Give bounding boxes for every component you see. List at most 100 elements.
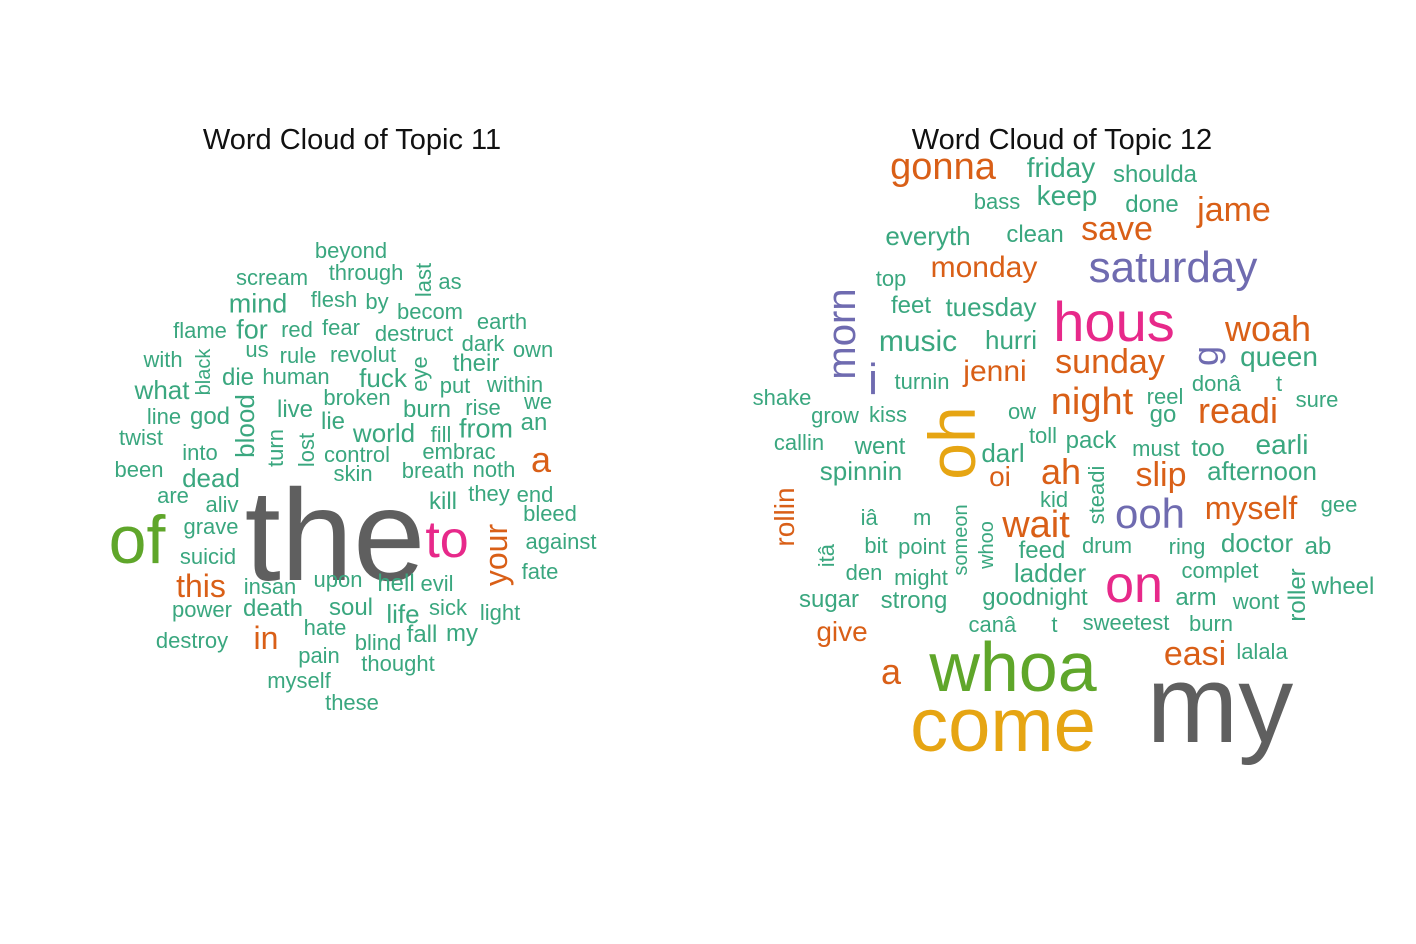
word-1-5: saturday xyxy=(1088,243,1258,292)
word-1-6: on xyxy=(1105,556,1163,614)
word-0-54: control xyxy=(323,442,391,467)
wordcloud-panel-topic-12: Word Cloud of Topic 12 xyxy=(772,0,1352,944)
word-0-82: fall xyxy=(406,621,438,648)
word-1-2: whoa xyxy=(929,628,1097,706)
word-1-45: toll xyxy=(1028,423,1058,448)
word-0-20: destruct xyxy=(374,321,454,346)
word-1-55: afternoon xyxy=(1207,456,1317,486)
word-1-89: lalala xyxy=(1236,639,1288,664)
word-0-59: breath xyxy=(401,458,465,483)
word-0-70: fate xyxy=(521,559,559,584)
word-1-11: gonna xyxy=(890,146,996,188)
word-0-52: into xyxy=(182,440,218,465)
word-1-43: went xyxy=(854,433,906,460)
word-1-10: g xyxy=(1185,345,1226,367)
word-0-33: human xyxy=(262,364,330,389)
word-1-31: jenni xyxy=(963,355,1027,388)
word-0-24: us xyxy=(245,337,269,362)
word-1-74: ladder xyxy=(1013,558,1087,588)
word-1-88: easi xyxy=(1163,635,1227,673)
word-1-58: iâm xyxy=(860,505,932,530)
word-0-25: rule xyxy=(279,343,317,368)
word-0-8: scream xyxy=(235,265,309,290)
word-0-75: power xyxy=(172,597,232,622)
word-1-62: myself xyxy=(1204,490,1298,526)
word-0-34: fuck xyxy=(359,363,407,393)
word-1-72: den xyxy=(845,560,883,585)
word-1-42: callin xyxy=(773,430,825,455)
word-1-23: feet xyxy=(890,292,932,319)
word-0-36: within xyxy=(486,372,544,397)
word-1-30: turnin xyxy=(894,369,950,394)
word-1-50: spinnin xyxy=(819,456,903,486)
word-0-28: own xyxy=(512,337,554,362)
word-1-85: sweetest xyxy=(1082,610,1170,635)
word-1-16: done xyxy=(1125,191,1179,218)
word-0-53: lost xyxy=(294,432,319,468)
word-0-64: they xyxy=(468,481,510,506)
word-0-3: your xyxy=(478,523,514,587)
word-0-86: pain xyxy=(298,643,340,668)
word-0-37: line xyxy=(146,404,182,429)
word-1-66: point xyxy=(898,534,946,559)
word-1-57: rollin xyxy=(769,487,800,547)
word-0-72: upon xyxy=(313,567,363,592)
word-0-46: turn xyxy=(263,429,288,467)
word-1-8: morn xyxy=(820,288,864,380)
word-1-52: ah xyxy=(1040,451,1082,492)
word-0-60: noth xyxy=(472,457,516,482)
word-1-77: wheel xyxy=(1311,573,1375,600)
word-1-73: might xyxy=(894,565,948,590)
word-1-65: bit xyxy=(864,533,888,558)
word-0-11: as xyxy=(438,269,462,294)
word-0-19: fear xyxy=(322,315,360,340)
word-0-63: kill xyxy=(429,488,457,515)
word-1-84: canât xyxy=(968,612,1058,637)
word-0-66: bleed xyxy=(523,501,577,526)
word-1-47: must xyxy=(1132,436,1180,461)
word-0-13: flesh xyxy=(310,287,358,312)
chart-title: Word Cloud of Topic 11 xyxy=(202,124,502,156)
word-0-83: my xyxy=(446,620,478,647)
word-0-68: against xyxy=(525,529,597,554)
word-0-57: dead xyxy=(182,463,240,493)
word-1-83: give xyxy=(816,616,868,647)
word-0-1: of xyxy=(108,502,166,578)
word-0-71: insan xyxy=(243,574,297,599)
word-1-4: hous xyxy=(1053,290,1175,353)
word-0-15: becom xyxy=(396,299,464,324)
word-0-40: live xyxy=(276,396,314,423)
word-0-43: rise xyxy=(465,395,501,420)
word-1-0: my xyxy=(1146,643,1294,766)
word-0-38: god xyxy=(189,403,231,430)
word-1-26: music xyxy=(878,325,958,358)
word-1-86: burn xyxy=(1188,611,1234,636)
word-1-56: kid xyxy=(1039,487,1069,512)
word-0-50: from xyxy=(459,413,513,444)
word-0-47: lie xyxy=(320,408,346,435)
word-0-76: death xyxy=(242,595,304,622)
word-1-81: arm xyxy=(1175,584,1217,611)
word-0-22: with xyxy=(143,347,183,372)
word-1-40: go xyxy=(1149,401,1177,428)
word-1-71: ab xyxy=(1304,533,1332,560)
word-1-87: a xyxy=(880,651,902,692)
word-1-70: doctor xyxy=(1220,528,1294,558)
word-0-69: suicid xyxy=(179,544,237,569)
word-0-14: by xyxy=(365,289,389,314)
word-1-80: goodnight xyxy=(982,584,1088,611)
wordcloud-panel-topic-11: Word Cloud of Topic 11 xyxy=(62,0,642,944)
word-0-10: last xyxy=(411,262,436,298)
word-1-69: ring xyxy=(1168,534,1206,559)
word-1-32: shake xyxy=(752,385,812,410)
word-1-29: queen xyxy=(1240,341,1318,372)
word-1-76: roller xyxy=(1284,568,1311,622)
word-1-39: ow xyxy=(1007,399,1037,424)
word-1-60: whoo xyxy=(976,521,998,569)
word-1-12: friday xyxy=(1026,152,1096,183)
word-0-42: burn xyxy=(402,396,452,423)
word-0-30: their xyxy=(452,350,500,377)
word-1-68: drum xyxy=(1081,533,1133,558)
word-0-78: life xyxy=(386,599,420,629)
